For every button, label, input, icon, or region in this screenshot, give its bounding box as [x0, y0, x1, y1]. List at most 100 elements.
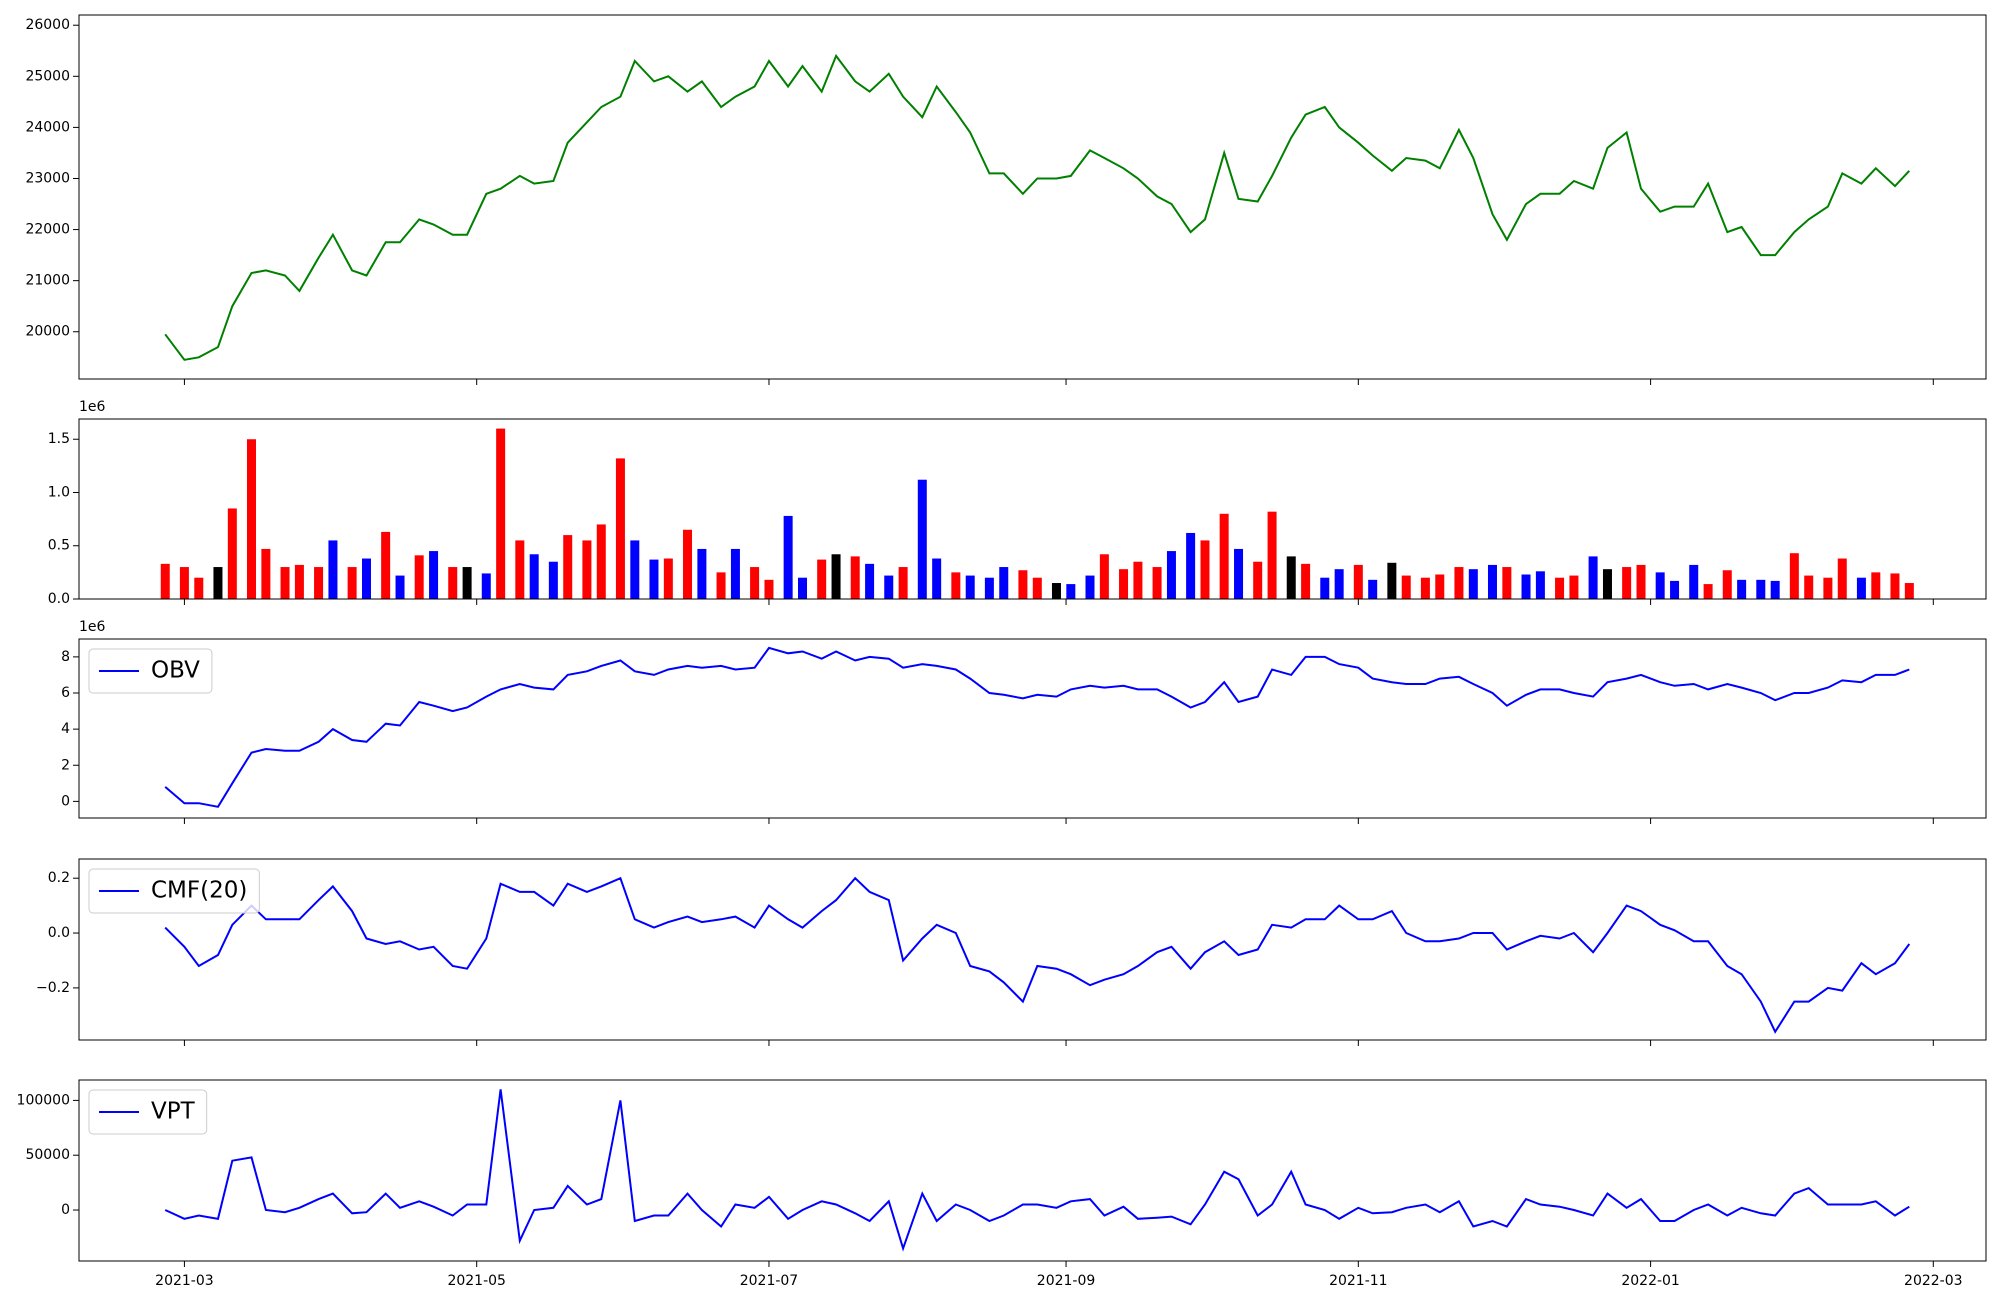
bar: [884, 575, 894, 599]
bar: [750, 567, 760, 599]
x-tick-label: 2021-03: [155, 1273, 214, 1289]
legend-box: [88, 648, 213, 694]
bar: [361, 558, 371, 599]
legend-text: OBV: [151, 658, 200, 684]
bar: [798, 577, 808, 599]
bar: [1468, 569, 1478, 599]
y-tick-label: 6: [61, 685, 70, 701]
bar: [194, 577, 204, 599]
bar: [1487, 564, 1497, 599]
bar: [663, 558, 673, 599]
bar: [1085, 575, 1095, 599]
bar: [246, 439, 256, 599]
x-tick-label: 2022-03: [1904, 1273, 1963, 1289]
bar: [1602, 569, 1612, 599]
bar: [179, 567, 189, 599]
bar: [1051, 583, 1061, 599]
bar: [548, 561, 558, 599]
bar: [1655, 572, 1665, 599]
bar: [1521, 574, 1531, 599]
bar: [1770, 580, 1780, 599]
bar: [730, 548, 740, 599]
bar: [347, 567, 357, 599]
bar: [294, 564, 304, 599]
y-offset-label: 1e6: [79, 399, 106, 415]
x-tick-label: 2021-11: [1329, 1273, 1388, 1289]
bar: [1066, 584, 1076, 599]
bar: [1535, 571, 1545, 599]
bar: [1636, 564, 1646, 599]
bar: [951, 572, 961, 599]
y-tick-label: 0.2: [48, 870, 70, 886]
bar: [683, 529, 693, 599]
axes-frame: [78, 1079, 1987, 1262]
bar: [1670, 580, 1680, 599]
line: [164, 876, 1911, 1034]
y-tick-label: 24000: [25, 119, 70, 135]
bar: [515, 540, 525, 599]
y-tick-label: 8: [61, 649, 70, 665]
y-tick-label: 21000: [25, 273, 70, 289]
bar: [1454, 567, 1464, 599]
y-tick-label: 0: [61, 1202, 70, 1218]
bar: [563, 535, 573, 599]
bar: [328, 540, 338, 599]
axes-frame: [78, 638, 1987, 819]
bar: [1234, 548, 1244, 599]
bar: [448, 567, 458, 599]
bar: [1890, 573, 1900, 599]
y-tick-label: 4: [61, 721, 70, 737]
bar: [1166, 551, 1176, 599]
bar: [1420, 577, 1430, 599]
y-tick-label: 50000: [25, 1147, 70, 1163]
bar: [1018, 570, 1028, 599]
bar: [999, 567, 1009, 599]
bar: [1119, 569, 1129, 599]
y-tick-label: 1.5: [48, 431, 70, 447]
line: [164, 1089, 1910, 1252]
bar: [615, 458, 625, 599]
x-tick-label: 2021-09: [1037, 1273, 1096, 1289]
bar: [261, 548, 271, 599]
bar: [1387, 562, 1397, 599]
line: [164, 53, 1911, 361]
bar: [1856, 577, 1866, 599]
y-tick-label: 1.0: [48, 484, 70, 500]
bar: [965, 575, 975, 599]
x-tick-label: 2021-05: [447, 1273, 506, 1289]
legend-text: VPT: [151, 1099, 196, 1125]
bar: [1502, 567, 1512, 599]
bar: [314, 567, 324, 599]
bar: [1253, 561, 1263, 599]
y-offset-label: 1e6: [79, 619, 106, 635]
bar: [160, 563, 170, 599]
axes-frame: [78, 858, 1987, 1041]
bar: [414, 555, 424, 599]
bar: [898, 567, 908, 599]
bar: [1703, 584, 1713, 599]
bar: [865, 563, 875, 599]
bar: [1823, 577, 1833, 599]
y-tick-label: 2: [61, 757, 70, 773]
bar: [1186, 532, 1196, 599]
y-tick-label: 0.0: [48, 925, 70, 941]
bar: [1320, 577, 1330, 599]
bar: [917, 479, 927, 599]
bar: [429, 551, 439, 599]
bar: [783, 515, 793, 599]
bar: [381, 531, 391, 599]
bar: [227, 508, 237, 599]
y-tick-label: 100000: [17, 1092, 70, 1108]
bar: [481, 573, 491, 599]
bar: [1555, 577, 1565, 599]
bar: [984, 577, 994, 599]
bar: [1219, 513, 1229, 599]
bar: [764, 579, 774, 599]
line: [164, 646, 1910, 808]
y-tick-label: 20000: [25, 324, 70, 340]
bar: [1622, 567, 1632, 599]
bar: [1837, 558, 1847, 599]
bar: [1200, 540, 1210, 599]
legend-box: [88, 1089, 208, 1135]
